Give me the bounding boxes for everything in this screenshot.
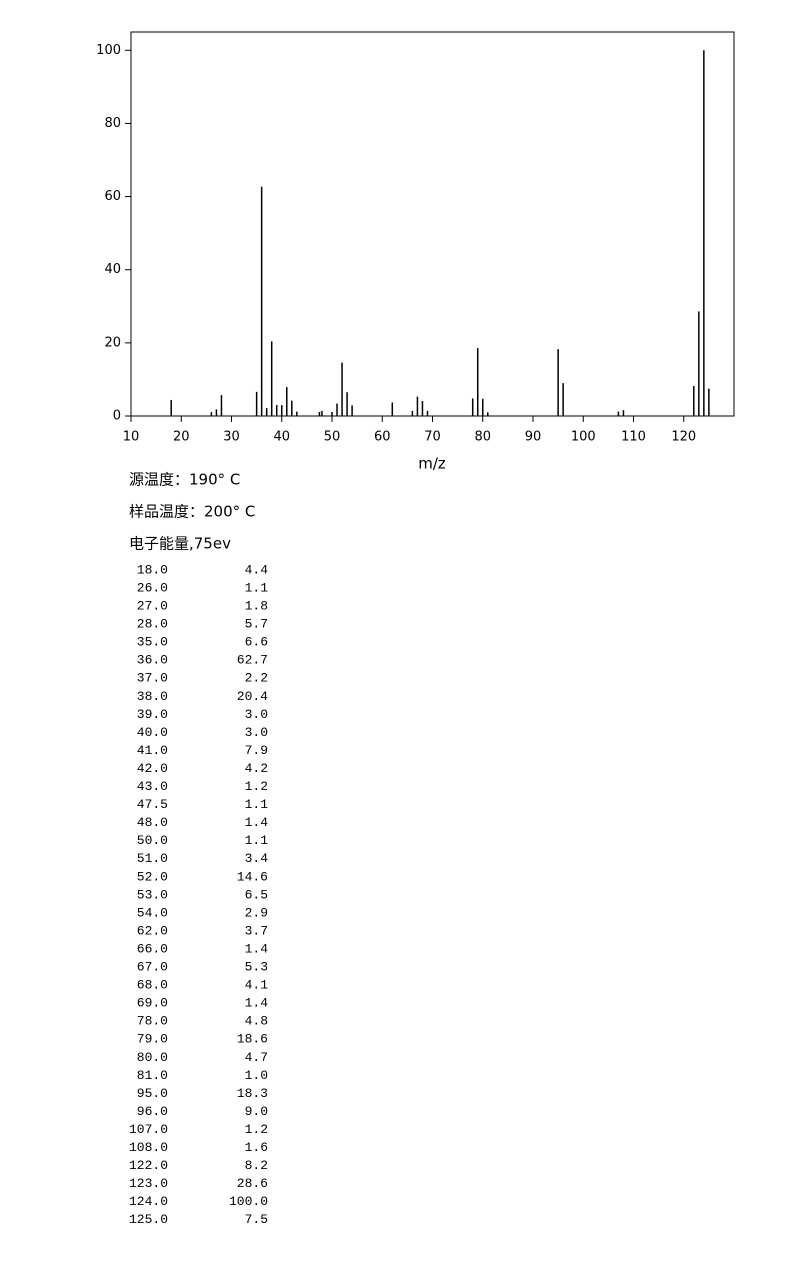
intensity-cell: 1.4 [245,941,269,956]
mass-cell: 125.0 [129,1212,168,1227]
intensity-cell: 100.0 [229,1194,268,1209]
y-tick-label: 80 [104,116,121,131]
mass-cell: 51.0 [137,851,168,866]
mass-cell: 80.0 [137,1050,168,1065]
x-tick-label: 20 [173,430,190,445]
mass-cell: 52.0 [137,869,168,884]
mass-cell: 68.0 [137,978,168,993]
intensity-cell: 3.0 [245,707,268,722]
mass-cell: 62.0 [137,923,168,938]
mass-cell: 41.0 [137,743,168,758]
x-tick-label: 30 [223,430,240,445]
note: 源温度：190° C [129,471,240,489]
mass-cell: 95.0 [137,1086,168,1101]
x-tick-label: 110 [621,430,646,445]
note: 样品温度：200° C [129,503,255,521]
intensity-cell: 7.5 [245,1212,268,1227]
intensity-cell: 1.1 [245,797,269,812]
intensity-cell: 20.4 [237,689,268,704]
mass-cell: 42.0 [137,761,168,776]
mass-cell: 78.0 [137,1014,168,1029]
mass-cell: 79.0 [137,1032,168,1047]
mass-cell: 37.0 [137,671,168,686]
y-tick-label: 60 [104,189,121,204]
intensity-cell: 62.7 [237,653,268,668]
x-tick-label: 90 [525,430,542,445]
x-tick-label: 50 [324,430,341,445]
mass-cell: 18.0 [137,562,168,577]
note: 电子能量,75ev [129,535,231,553]
intensity-cell: 1.0 [245,1068,268,1083]
y-tick-label: 20 [104,335,121,350]
mass-cell: 67.0 [137,960,168,975]
mass-cell: 122.0 [129,1158,168,1173]
intensity-cell: 6.6 [245,635,268,650]
intensity-cell: 3.4 [245,851,269,866]
intensity-cell: 1.1 [245,580,269,595]
intensity-cell: 4.2 [245,761,268,776]
intensity-cell: 1.4 [245,815,269,830]
y-tick-label: 40 [104,262,121,277]
intensity-cell: 1.6 [245,1140,268,1155]
intensity-cell: 6.5 [245,887,268,902]
intensity-cell: 1.8 [245,599,268,614]
mass-cell: 48.0 [137,815,168,830]
intensity-cell: 28.6 [237,1176,268,1191]
mass-cell: 107.0 [129,1122,168,1137]
intensity-cell: 7.9 [245,743,268,758]
intensity-cell: 4.8 [245,1014,268,1029]
mass-cell: 40.0 [137,725,168,740]
intensity-cell: 18.6 [237,1032,268,1047]
mass-cell: 47.5 [137,797,168,812]
mass-cell: 50.0 [137,833,168,848]
mass-cell: 66.0 [137,941,168,956]
intensity-cell: 3.7 [245,923,268,938]
intensity-cell: 8.2 [245,1158,268,1173]
x-tick-label: 80 [474,430,491,445]
mass-cell: 35.0 [137,635,168,650]
y-tick-label: 0 [113,409,121,424]
x-tick-label: 10 [123,430,140,445]
mass-cell: 81.0 [137,1068,168,1083]
mass-cell: 39.0 [137,707,168,722]
intensity-cell: 1.2 [245,779,268,794]
intensity-cell: 1.4 [245,996,269,1011]
x-tick-label: 100 [571,430,596,445]
mass-cell: 96.0 [137,1104,168,1119]
intensity-cell: 5.7 [245,617,268,632]
mass-cell: 69.0 [137,996,168,1011]
mass-cell: 38.0 [137,689,168,704]
x-tick-label: 70 [424,430,441,445]
x-axis-label: m/z [418,455,446,473]
mass-cell: 27.0 [137,599,168,614]
mass-cell: 36.0 [137,653,168,668]
intensity-cell: 4.4 [245,562,269,577]
x-tick-label: 40 [273,430,290,445]
y-tick-label: 100 [96,43,121,58]
x-tick-label: 120 [671,430,696,445]
intensity-cell: 18.3 [237,1086,268,1101]
mass-cell: 53.0 [137,887,168,902]
intensity-cell: 1.2 [245,1122,268,1137]
mass-cell: 26.0 [137,580,168,595]
intensity-cell: 2.2 [245,671,268,686]
intensity-cell: 4.1 [245,978,269,993]
mass-cell: 28.0 [137,617,168,632]
mass-cell: 43.0 [137,779,168,794]
intensity-cell: 4.7 [245,1050,268,1065]
intensity-cell: 5.3 [245,960,268,975]
plot-frame [130,31,735,417]
mass-cell: 123.0 [129,1176,168,1191]
mass-cell: 54.0 [137,905,168,920]
intensity-cell: 1.1 [245,833,269,848]
intensity-cell: 9.0 [245,1104,268,1119]
intensity-cell: 2.9 [245,905,268,920]
mass-cell: 124.0 [129,1194,168,1209]
intensity-cell: 3.0 [245,725,268,740]
intensity-cell: 14.6 [237,869,268,884]
mass-cell: 108.0 [129,1140,168,1155]
x-tick-label: 60 [374,430,391,445]
